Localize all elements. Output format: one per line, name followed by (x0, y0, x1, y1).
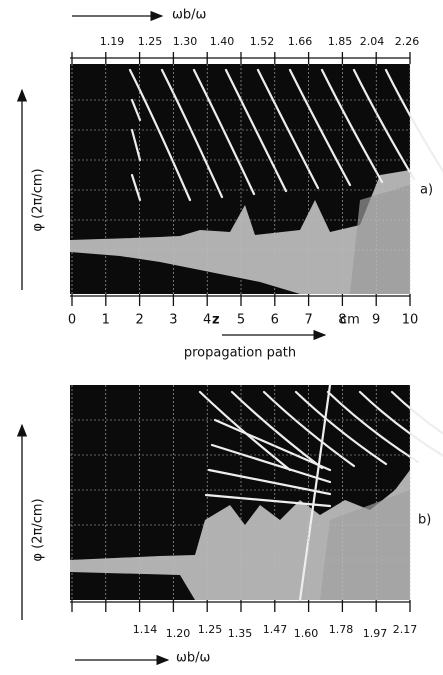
streak (390, 390, 443, 435)
streak (198, 390, 292, 472)
tick-label: 5 (237, 313, 245, 328)
tick-label: 1.25 (138, 35, 163, 48)
tick-label: 1.19 (100, 35, 125, 48)
tick-label: 9 (372, 313, 380, 328)
fringe-lines (198, 383, 443, 602)
streak (298, 383, 332, 602)
streak (358, 390, 443, 458)
y-axis-label: φ (2π/cm) (31, 498, 46, 561)
tick-label: 1.47 (263, 623, 288, 636)
tick-label: 8 (338, 313, 346, 328)
panel-label: a) (420, 183, 433, 198)
streak (130, 128, 142, 162)
tick-label: 2.04 (360, 35, 385, 48)
streak (160, 68, 224, 199)
tick-label: 1.30 (173, 35, 198, 48)
tick-label: 2.17 (393, 623, 418, 636)
tick-label: 3 (169, 313, 177, 328)
tick-label: 10 (402, 313, 419, 328)
tick-label: 7 (304, 313, 312, 328)
axis-caption: propagation path (184, 346, 296, 361)
axis-title: ωb/ω (172, 8, 206, 23)
photo-b (70, 385, 410, 600)
streak (352, 68, 416, 181)
streak (294, 390, 388, 466)
streak (130, 173, 142, 202)
tick-label: 1.20 (166, 627, 191, 640)
axis-symbol: z (212, 313, 220, 328)
tick-label: 1 (102, 313, 110, 328)
y-axis-label: φ (2π/cm) (31, 168, 46, 231)
fringe-lines (128, 68, 443, 202)
tick-label: 2.26 (395, 35, 420, 48)
streak (207, 468, 332, 496)
tick-label: 1.14 (133, 623, 158, 636)
streak (192, 68, 256, 196)
streak (130, 98, 142, 122)
tick-label: 1.52 (250, 35, 275, 48)
tick-label: 6 (271, 313, 279, 328)
tick-label: 1.85 (328, 35, 353, 48)
streak (128, 68, 192, 202)
streak (210, 443, 332, 484)
streak (224, 68, 288, 193)
tick-label: 1.25 (198, 623, 223, 636)
tick-label: 0 (68, 313, 76, 328)
streak (256, 68, 320, 190)
streak (213, 418, 332, 472)
tick-label: 4 (203, 313, 211, 328)
tick-label: 1.78 (329, 623, 354, 636)
streak (204, 493, 332, 508)
tick-label: 1.35 (228, 627, 253, 640)
streak (384, 68, 443, 174)
streak (320, 68, 384, 184)
tick-label: 2 (135, 313, 143, 328)
tick-label: 1.60 (294, 627, 319, 640)
streak (262, 390, 356, 468)
streak (288, 68, 352, 187)
tick-label: 1.40 (210, 35, 235, 48)
photo-a (70, 64, 410, 294)
axis-unit: cm (340, 313, 360, 328)
axis-title: ωb/ω (176, 651, 210, 666)
tick-label: 1.66 (288, 35, 313, 48)
tick-label: 1.97 (363, 627, 388, 640)
panel-label: b) (418, 513, 431, 528)
